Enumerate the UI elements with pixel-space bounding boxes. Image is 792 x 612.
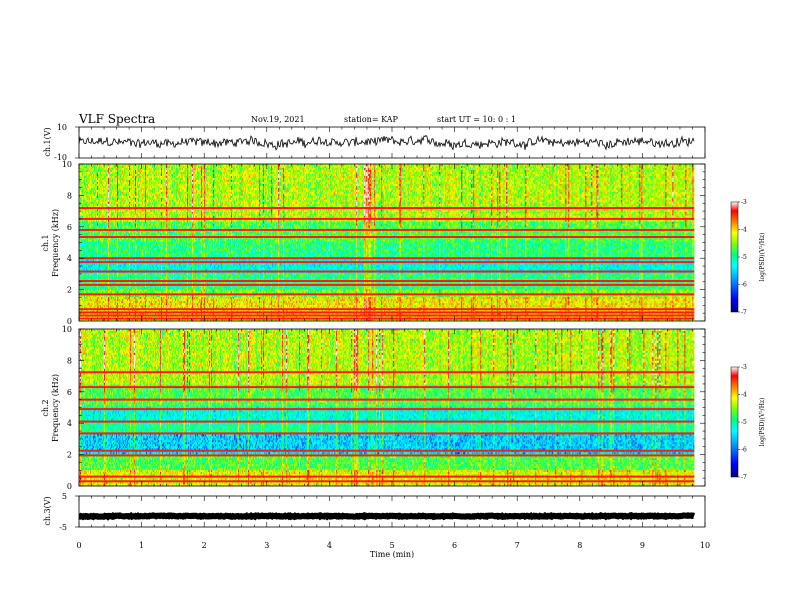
station-label: station= KAP xyxy=(344,115,399,124)
ch1-waveform-series xyxy=(79,136,694,150)
ch1-waveform-ytick-max: 10 xyxy=(57,123,67,132)
ch1-waveform-panel: 10 -10 ch.1(V) xyxy=(43,123,705,162)
vlf-figure: VLF Spectra Nov.19, 2021 station= KAP st… xyxy=(0,0,792,612)
figure-title: VLF Spectra xyxy=(78,112,155,126)
ch1-waveform-ylabel: ch.1(V) xyxy=(43,127,52,156)
date-label: Nov.19, 2021 xyxy=(251,115,305,124)
start-time-label: start UT = 10: 0 : 1 xyxy=(437,115,516,124)
ch1-waveform-ticks xyxy=(75,127,705,158)
ch1-spectrogram-heatmap xyxy=(79,164,705,321)
